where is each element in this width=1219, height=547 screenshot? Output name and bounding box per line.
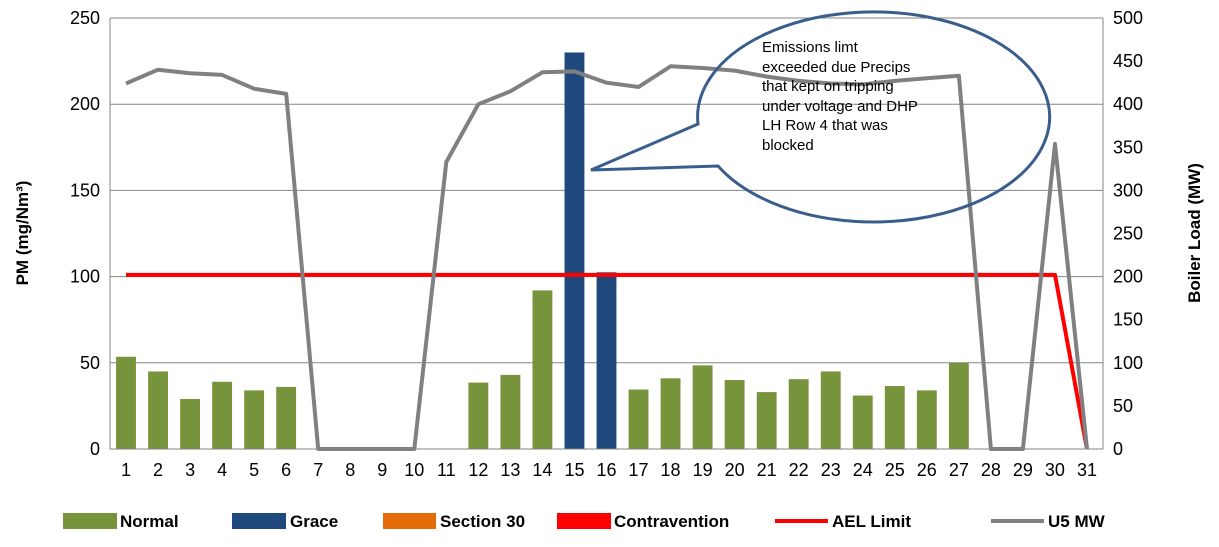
x-tick-label: 11 — [437, 460, 456, 480]
x-tick-label: 18 — [661, 460, 681, 480]
y-tick-label: 250 — [70, 8, 100, 28]
x-axis-ticks: 1 2 3 4 5 6 7 8 9 10 11 12 13 14 15 16 17 18 19 20 21 22 23 24 2… — [121, 460, 1097, 480]
x-tick-label: 17 — [629, 460, 649, 480]
bar-normal — [884, 386, 905, 449]
x-tick-label: 15 — [564, 460, 584, 480]
x-tick-label: 27 — [949, 460, 969, 480]
y-tick-label: 50 — [80, 353, 100, 373]
annotation-callout — [590, 10, 1052, 224]
bar-series — [116, 52, 969, 449]
y2-tick-label: 150 — [1113, 310, 1143, 330]
right-axis-ticks: 0 50 100 150 200 250 300 350 400 450 500 — [1113, 8, 1143, 459]
y-tick-label: 0 — [90, 439, 100, 459]
line-series — [125, 64, 1089, 451]
y2-tick-label: 500 — [1113, 8, 1143, 28]
x-tick-label: 10 — [404, 460, 424, 480]
x-tick-label: 30 — [1045, 460, 1065, 480]
x-tick-label: 14 — [532, 460, 552, 480]
legend-swatch — [63, 513, 117, 529]
bar-normal — [244, 390, 265, 449]
x-tick-label: 21 — [757, 460, 777, 480]
y2-axis-title: Boiler Load (MW) — [1185, 163, 1204, 303]
bar-grace — [596, 272, 617, 449]
legend: Normal Grace Section 30 Contravention AEL Li… — [63, 512, 1106, 531]
y2-tick-label: 100 — [1113, 353, 1143, 373]
bar-normal — [948, 362, 969, 449]
bar-normal — [532, 290, 553, 449]
x-tick-label: 22 — [789, 460, 809, 480]
bar-normal — [628, 389, 649, 449]
axes — [109, 18, 1104, 450]
y2-tick-label: 50 — [1113, 396, 1133, 416]
x-tick-label: 26 — [917, 460, 937, 480]
x-tick-label: 16 — [596, 460, 616, 480]
y-tick-label: 150 — [70, 180, 100, 200]
bar-normal — [692, 365, 713, 449]
x-tick-label: 12 — [468, 460, 488, 480]
line-u5-mw — [125, 64, 1089, 451]
bar-normal — [276, 386, 297, 449]
x-tick-label: 24 — [853, 460, 873, 480]
annotation-text: Emissions limt exceeded due Precips that… — [762, 39, 918, 154]
x-tick-label: 25 — [885, 460, 905, 480]
x-tick-label: 31 — [1077, 460, 1097, 480]
legend-label: Normal — [120, 512, 179, 531]
callout-bubble — [590, 10, 1052, 224]
y-tick-label: 200 — [70, 94, 100, 114]
x-tick-label: 4 — [217, 460, 227, 480]
x-tick-label: 6 — [281, 460, 291, 480]
x-tick-label: 23 — [821, 460, 841, 480]
y2-tick-label: 400 — [1113, 94, 1143, 114]
x-tick-label: 8 — [345, 460, 355, 480]
x-tick-label: 1 — [121, 460, 131, 480]
legend-label: AEL Limit — [832, 512, 911, 531]
legend-swatch — [557, 513, 611, 529]
line-ael-limit — [126, 272, 1089, 450]
legend-label: Grace — [290, 512, 338, 531]
legend-swatch — [383, 513, 436, 529]
x-tick-label: 9 — [377, 460, 387, 480]
y2-tick-label: 250 — [1113, 224, 1143, 244]
bar-normal — [468, 382, 489, 449]
legend-label: Section 30 — [440, 512, 525, 531]
legend-swatch — [232, 513, 286, 529]
bar-normal — [916, 390, 937, 449]
y2-tick-label: 200 — [1113, 267, 1143, 287]
bar-normal — [212, 381, 233, 449]
bar-normal — [148, 371, 168, 449]
bar-normal — [116, 356, 136, 449]
bar-normal — [820, 371, 841, 449]
left-axis-ticks: 0 50 100 150 200 250 — [70, 8, 100, 459]
bar-normal — [180, 399, 201, 449]
bar-normal — [724, 380, 745, 449]
y2-tick-label: 0 — [1113, 439, 1123, 459]
bar-normal — [788, 379, 809, 449]
y-tick-label: 100 — [70, 267, 100, 287]
y2-tick-label: 350 — [1113, 137, 1143, 157]
x-tick-label: 3 — [185, 460, 195, 480]
y-axis-title: PM (mg/Nm³) — [13, 181, 32, 286]
x-tick-label: 2 — [153, 460, 163, 480]
x-tick-label: 20 — [725, 460, 745, 480]
bar-normal — [852, 395, 873, 449]
bar-normal — [660, 378, 681, 449]
x-tick-label: 5 — [249, 460, 259, 480]
bar-normal — [500, 374, 521, 449]
y2-tick-label: 450 — [1113, 51, 1143, 71]
x-tick-label: 19 — [693, 460, 713, 480]
legend-label: U5 MW — [1048, 512, 1106, 531]
x-tick-label: 29 — [1013, 460, 1033, 480]
legend-label: Contravention — [614, 512, 729, 531]
y2-tick-label: 300 — [1113, 180, 1143, 200]
x-tick-label: 7 — [313, 460, 323, 480]
x-tick-label: 28 — [981, 460, 1001, 480]
bar-normal — [756, 392, 777, 449]
bar-grace — [564, 52, 585, 449]
x-tick-label: 13 — [500, 460, 520, 480]
